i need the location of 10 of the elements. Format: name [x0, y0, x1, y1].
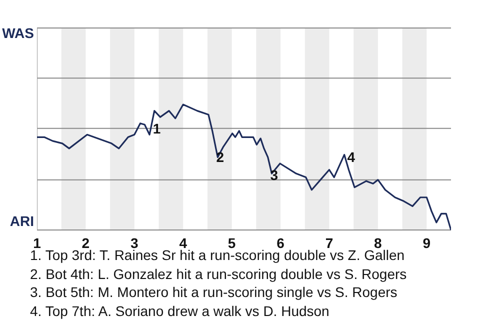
ref-line-label: WAS: [2, 25, 34, 41]
annotation: 3: [270, 166, 278, 183]
text: 4. Top 7th: A. Soriano drew a walk vs D. Hudson: [30, 302, 330, 320]
text: 3. Bot 5th: M. Montero hit a run-scoring single vs S. Rogers: [30, 283, 398, 302]
x-tick-label: 9: [422, 234, 431, 251]
annotation: 2: [216, 149, 224, 166]
annotation: 4: [347, 149, 356, 166]
text: 2. Bot 4th: L. Gonzalez hit a run-scoring double vs S. Rogers: [30, 264, 407, 283]
annotation: 1: [152, 120, 161, 136]
ref-line-label: ARI: [10, 213, 34, 229]
